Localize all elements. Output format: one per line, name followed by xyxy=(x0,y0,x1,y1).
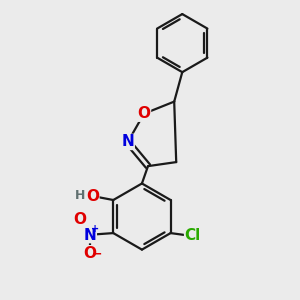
Text: N: N xyxy=(83,228,96,243)
Text: N: N xyxy=(122,134,134,149)
Text: O: O xyxy=(73,212,86,227)
Text: Cl: Cl xyxy=(184,228,201,243)
Text: H: H xyxy=(75,189,86,202)
Text: O: O xyxy=(83,246,96,261)
Text: −: − xyxy=(92,248,102,261)
Text: O: O xyxy=(86,189,99,204)
Text: O: O xyxy=(137,106,150,121)
Text: +: + xyxy=(92,224,100,235)
